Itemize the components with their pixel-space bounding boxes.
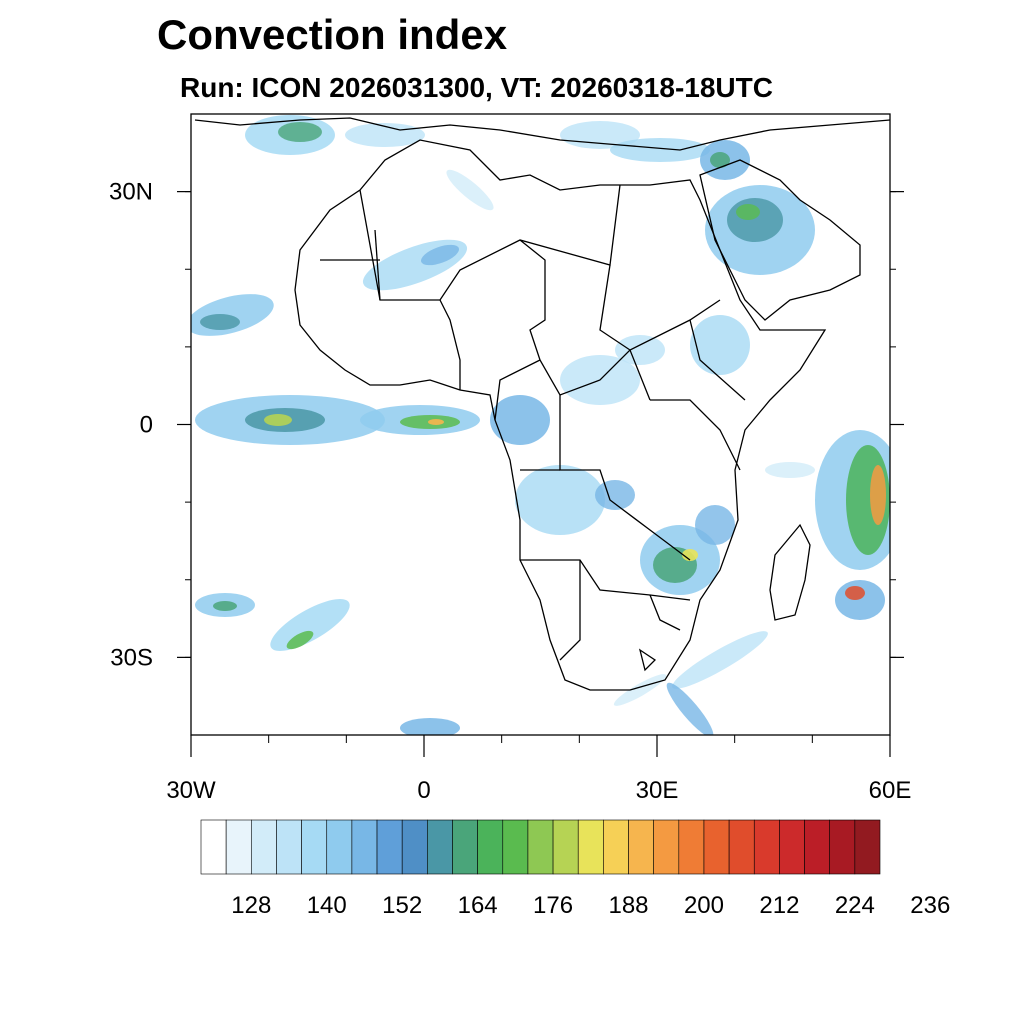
colorbar-swatch bbox=[401, 819, 428, 875]
colorbar-swatch bbox=[326, 819, 353, 875]
colorbar-swatch bbox=[351, 819, 378, 875]
colorbar-swatch bbox=[577, 819, 604, 875]
colorbar-label: 212 bbox=[759, 892, 799, 919]
convection-field bbox=[191, 115, 890, 735]
map-axes: 30N 0 30S 30W 0 30E 60E bbox=[109, 179, 911, 804]
colorbar-swatch bbox=[854, 819, 881, 875]
colorbar-swatch bbox=[829, 819, 856, 875]
colorbar-swatch bbox=[477, 819, 504, 875]
colorbar-swatch bbox=[628, 819, 654, 875]
colorbar-swatch bbox=[301, 819, 328, 875]
lon-tick-label: 0 bbox=[417, 777, 430, 804]
colorbar-swatch bbox=[653, 819, 680, 875]
colorbar-label: 176 bbox=[533, 892, 573, 919]
colorbar-swatch bbox=[728, 819, 755, 875]
lat-tick-label: 0 bbox=[140, 412, 153, 439]
colorbar-swatch bbox=[779, 819, 805, 875]
colorbar: 128 140 152 164 176 188 200 212 224 236 bbox=[200, 819, 950, 919]
lon-tick-label: 60E bbox=[869, 777, 912, 804]
map-subtitle: Run: ICON 2026031300, VT: 20260318-18UTC bbox=[180, 72, 773, 103]
colorbar-swatch bbox=[427, 819, 453, 875]
colorbar-swatch bbox=[502, 819, 529, 875]
colorbar-swatch bbox=[552, 819, 579, 875]
colorbar-label: 140 bbox=[307, 892, 347, 919]
colorbar-swatch bbox=[753, 819, 780, 875]
colorbar-swatch bbox=[804, 819, 831, 875]
coastlines bbox=[194, 117, 890, 691]
colorbar-swatch bbox=[276, 819, 302, 875]
colorbar-label: 224 bbox=[835, 892, 875, 919]
colorbar-swatch bbox=[225, 819, 252, 875]
colorbar-swatch bbox=[527, 819, 554, 875]
colorbar-label: 200 bbox=[684, 892, 724, 919]
map-plot-area bbox=[191, 114, 890, 735]
colorbar-label: 164 bbox=[458, 892, 498, 919]
lat-tick-label: 30S bbox=[110, 644, 153, 671]
colorbar-label: 128 bbox=[231, 892, 271, 919]
lon-tick-label: 30W bbox=[166, 777, 216, 804]
colorbar-swatch bbox=[250, 819, 277, 875]
colorbar-swatch bbox=[678, 819, 705, 875]
colorbar-swatch bbox=[703, 819, 730, 875]
colorbar-label: 236 bbox=[910, 892, 950, 919]
colorbar-swatch bbox=[452, 819, 478, 875]
colorbar-label: 188 bbox=[608, 892, 648, 919]
lat-tick-label: 30N bbox=[109, 179, 153, 206]
colorbar-swatch bbox=[603, 819, 629, 875]
colorbar-swatch bbox=[200, 819, 227, 875]
map-title: Convection index bbox=[157, 11, 508, 58]
colorbar-label: 152 bbox=[382, 892, 422, 919]
lon-tick-label: 30E bbox=[636, 777, 679, 804]
colorbar-swatch bbox=[376, 819, 403, 875]
